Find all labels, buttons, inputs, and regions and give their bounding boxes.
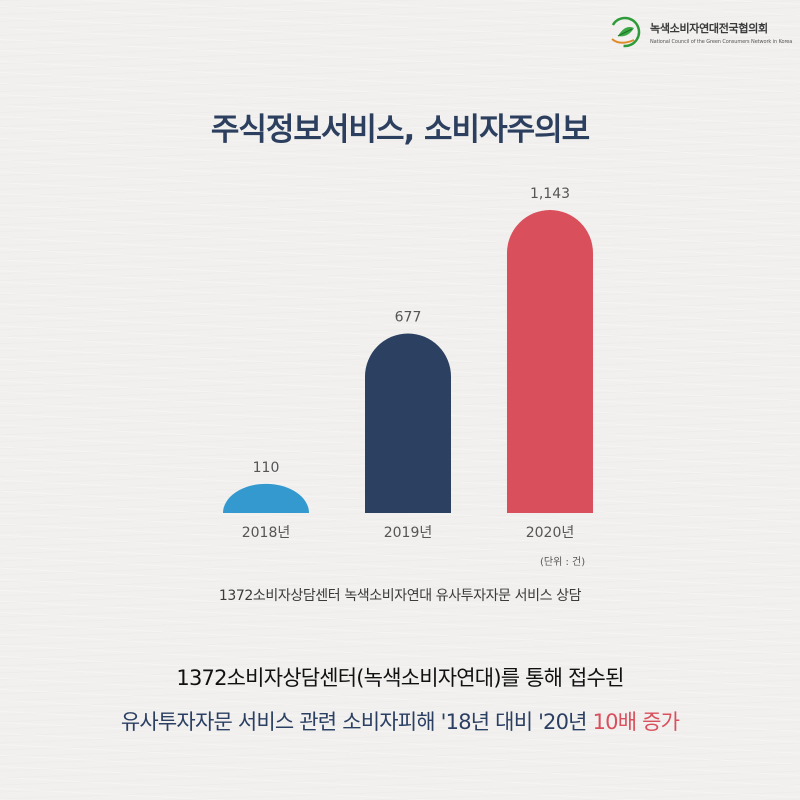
bar-2020년 [507,210,593,513]
green-consumers-emblem-icon [609,16,641,48]
bar-2019년 [365,333,451,513]
unit-label: (단위 : 건) [540,557,586,568]
value-label: 677 [395,310,422,326]
chart-source: 1372소비자상담센터 녹색소비자연대 유사투자자문 서비스 상담 [218,588,582,604]
value-label: 110 [253,460,280,476]
organization-subtitle: National Council of the Green Consumers … [650,39,793,45]
organization-logo: 녹색소비자연대전국협의회 National Council of the Gre… [604,10,793,52]
bar-2018년 [223,483,309,513]
summary-line-2-main: 유사투자자문 서비스 관련 소비자피해 '18년 대비 '20년 [120,710,593,734]
chart-title: 주식정보서비스, 소비자주의보 [210,112,590,148]
organization-name: 녹색소비자연대전국협의회 [650,22,768,35]
summary-line-1: 1372소비자상담센터(녹색소비자연대)를 통해 접수된 [176,666,624,690]
category-label: 2020년 [526,525,575,541]
category-label: 2019년 [384,525,433,541]
summary-highlight: 10배 증가 [592,710,680,734]
summary-line-2: 유사투자자문 서비스 관련 소비자피해 '18년 대비 '20년 10배 증가 [0,706,800,736]
category-label: 2018년 [242,525,291,541]
value-label: 1,143 [530,186,570,202]
